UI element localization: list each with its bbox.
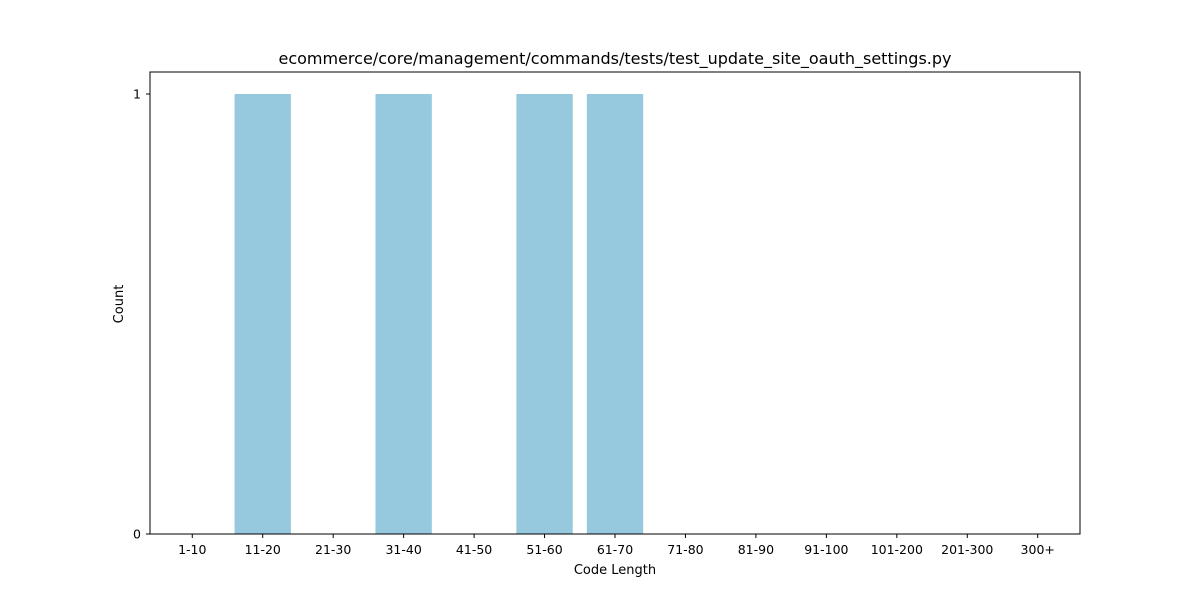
x-tick-label: 201-300 [941, 542, 993, 557]
y-tick-label: 0 [133, 527, 141, 542]
x-tick-label: 81-90 [738, 542, 774, 557]
y-tick-label: 1 [133, 87, 141, 102]
x-tick-label: 11-20 [245, 542, 281, 557]
y-axis-ticks: 01 [133, 87, 150, 542]
bars-layer [234, 94, 644, 534]
x-tick-label: 41-50 [456, 542, 492, 557]
x-tick-label: 71-80 [667, 542, 703, 557]
x-tick-label: 21-30 [315, 542, 351, 557]
x-tick-label: 31-40 [385, 542, 421, 557]
x-tick-label: 91-100 [804, 542, 848, 557]
x-axis-ticks: 1-10 11-20 21-30 31-40 41-50 51-60 61-70 71-80 8… [178, 534, 1055, 557]
bar-51-60 [516, 94, 573, 534]
x-tick-label: 51-60 [526, 542, 562, 557]
x-tick-label: 300+ [1021, 542, 1055, 557]
x-axis-label: Code Length [574, 563, 656, 578]
chart-title: ecommerce/core/management/commands/tests… [278, 49, 951, 69]
bar-11-20 [234, 94, 291, 534]
x-tick-label: 61-70 [597, 542, 633, 557]
y-axis-label: Count [112, 285, 127, 324]
x-tick-label: 1-10 [178, 542, 206, 557]
bar-61-70 [586, 94, 644, 534]
bar-31-40 [375, 94, 432, 534]
x-tick-label: 101-200 [871, 542, 923, 557]
